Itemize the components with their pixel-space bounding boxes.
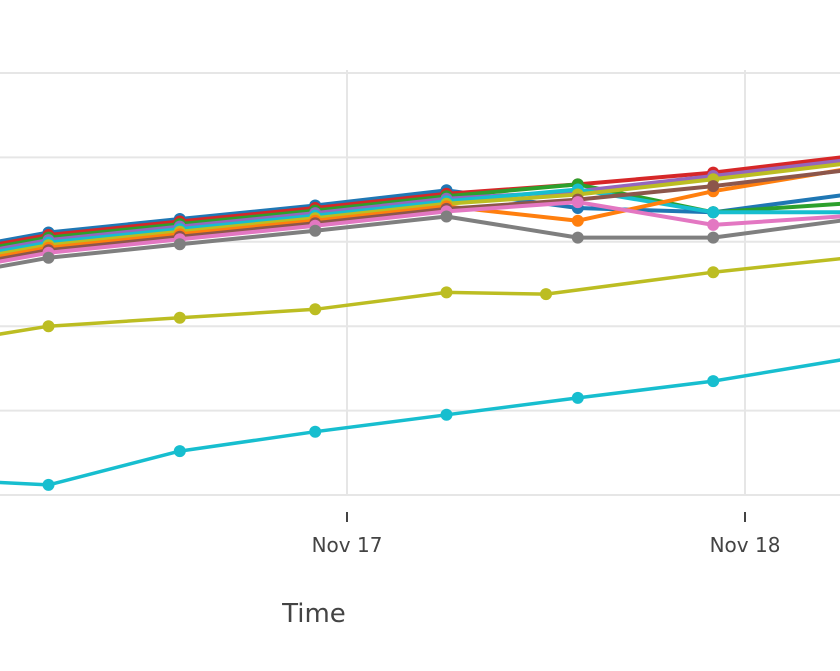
- series-7-point-6: [707, 180, 720, 193]
- x-tick-label-nov-18: Nov 18: [710, 533, 781, 557]
- series-9-line: [0, 214, 840, 269]
- series-10-point-5: [540, 288, 552, 301]
- x-tick-label-nov-17: Nov 17: [312, 533, 383, 557]
- series-8-point-6: [707, 218, 720, 231]
- series-8-line: [0, 200, 840, 264]
- series-7-line: [0, 168, 840, 261]
- series-6-point-5: [571, 214, 584, 227]
- series-9-point-6: [707, 231, 720, 244]
- series-4-point-6: [707, 206, 720, 219]
- series-8-point-5: [571, 196, 584, 209]
- series-9-point-3: [309, 224, 322, 237]
- series-9-point-1: [42, 251, 55, 264]
- series-9: [0, 210, 840, 269]
- series-11-line: [0, 358, 840, 487]
- series-11-point-2: [173, 445, 186, 458]
- grid: [0, 70, 840, 496]
- series-10: [0, 256, 840, 336]
- series-0-line: [0, 188, 840, 244]
- series-11-point-3: [309, 425, 322, 438]
- series-6-line: [0, 168, 840, 259]
- series-10-point-3: [309, 303, 322, 316]
- series-9-point-2: [173, 238, 186, 251]
- x-axis: Nov 17 Nov 18: [312, 512, 781, 557]
- series-11: [0, 358, 840, 491]
- series-9-point-5: [571, 231, 584, 244]
- series-5-line: [0, 162, 840, 256]
- series-10-point-4: [440, 286, 453, 299]
- x-axis-title: Time: [281, 599, 346, 629]
- series-4-line: [0, 187, 840, 254]
- series-11-point-5: [571, 391, 584, 404]
- series: [0, 155, 840, 491]
- series-11-point-4: [440, 408, 453, 421]
- series-11-point-1: [42, 478, 55, 491]
- series-10-point-1: [42, 320, 55, 333]
- series-10-line: [0, 256, 840, 336]
- series-11-point-6: [707, 375, 720, 388]
- series-9-point-4: [440, 210, 453, 223]
- series-10-point-2: [173, 311, 186, 324]
- series-10-point-6: [707, 266, 720, 279]
- series-1-line: [0, 155, 840, 246]
- series-3-line: [0, 158, 840, 251]
